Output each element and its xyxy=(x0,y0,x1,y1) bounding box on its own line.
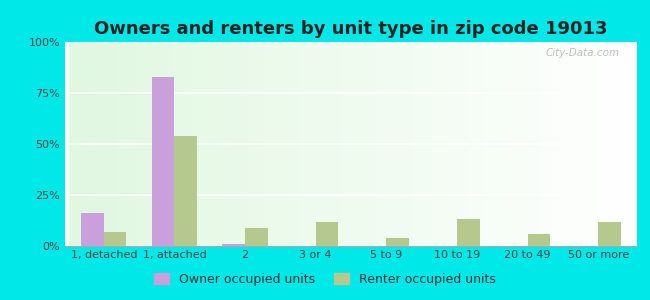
Legend: Owner occupied units, Renter occupied units: Owner occupied units, Renter occupied un… xyxy=(149,268,501,291)
Bar xyxy=(174,136,197,246)
Bar xyxy=(457,220,480,246)
Bar xyxy=(386,238,409,246)
Text: City-Data.com: City-Data.com xyxy=(546,48,620,58)
Bar xyxy=(245,228,268,246)
Bar xyxy=(104,232,127,246)
Title: Owners and renters by unit type in zip code 19013: Owners and renters by unit type in zip c… xyxy=(94,20,608,38)
Bar xyxy=(598,221,621,246)
Bar xyxy=(152,77,174,246)
Bar xyxy=(316,221,338,246)
Bar xyxy=(528,234,550,246)
Bar xyxy=(222,244,245,246)
Bar xyxy=(81,213,104,246)
